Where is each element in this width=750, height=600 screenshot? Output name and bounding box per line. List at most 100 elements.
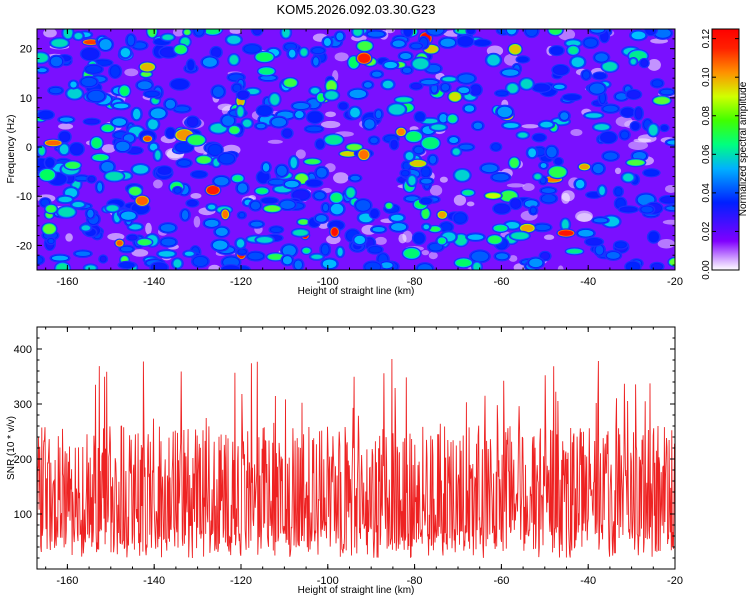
heatmap-cell	[349, 89, 367, 99]
heatmap-cell	[497, 106, 512, 118]
heatmap-cell	[494, 225, 507, 232]
heatmap-cell	[593, 218, 608, 223]
heatmap-cell	[473, 122, 483, 130]
heatmap-cell	[72, 202, 85, 208]
heatmap-cell	[546, 146, 557, 158]
heatmap-cell	[256, 52, 273, 62]
heatmap-cell	[562, 219, 569, 230]
x-tick-label: -40	[580, 276, 596, 288]
heatmap-cell	[236, 239, 245, 248]
snr-panel: -160 -140 -120 -100 -80 -60 -40 -20 100 200 300 400…	[6, 326, 683, 596]
heatmap-cell	[422, 208, 429, 219]
heatmap-cell	[587, 192, 601, 197]
heatmap-cell	[631, 31, 646, 40]
heatmap-cell	[449, 137, 459, 144]
snr-ticks: -160 -140 -120 -100 -80 -60 -40 -20 100 200 300 400	[14, 326, 683, 587]
heatmap-cell	[384, 61, 397, 69]
heatmap-cell	[325, 91, 338, 100]
heatmap-cell	[293, 190, 309, 200]
heatmap-cell	[655, 29, 671, 38]
heatmap-cell	[594, 124, 610, 131]
x-tick-label: -60	[493, 276, 509, 288]
heatmap-cell	[37, 53, 48, 63]
heatmap-cell	[524, 200, 538, 208]
heatmap-cell	[63, 29, 73, 39]
heatmap-cell	[317, 93, 325, 102]
heatmap-cell	[116, 141, 130, 152]
heatmap-cell	[521, 224, 534, 232]
heatmap-cell	[160, 47, 177, 57]
heatmap-cell	[506, 183, 525, 188]
heatmap-cell	[507, 83, 518, 93]
heatmap-cell	[50, 56, 63, 67]
heatmap-cell	[322, 203, 329, 212]
heatmap-cell	[540, 163, 547, 168]
heatmap-cell	[439, 114, 448, 123]
heatmap-cell	[256, 236, 273, 243]
heatmap-cell	[558, 230, 574, 236]
heatmap-cell	[101, 144, 116, 153]
heatmap-cell	[158, 167, 171, 175]
colorbar-tick-label: 0.10	[701, 67, 712, 87]
heatmap-cell	[293, 229, 308, 236]
heatmap-cell	[315, 215, 327, 222]
heatmap-cell	[260, 75, 276, 81]
heatmap-cell	[86, 65, 102, 73]
heatmap-cell	[458, 74, 475, 83]
heatmap-cell	[557, 265, 564, 270]
heatmap-cell	[288, 49, 296, 58]
heatmap-cell	[129, 224, 142, 230]
heatmap-cell	[306, 126, 322, 132]
heatmap-cell	[423, 224, 430, 230]
heatmap-cell	[192, 171, 206, 177]
colorbar-tick-label: 0.12	[701, 28, 712, 48]
heatmap-cell	[259, 68, 274, 75]
heatmap-cell	[48, 238, 54, 244]
heatmap-cell	[657, 239, 675, 249]
heatmap-cell	[276, 165, 287, 176]
heatmap-cell	[508, 255, 518, 262]
heatmap-cell	[391, 223, 407, 231]
heatmap-cell	[415, 112, 424, 121]
heatmap-cell	[113, 103, 129, 109]
heatmap-cell	[459, 144, 473, 150]
heatmap-cell	[56, 263, 69, 270]
heatmap-cell	[518, 132, 528, 138]
heatmap-cell	[322, 259, 337, 269]
y-tick-label: 0	[26, 142, 32, 154]
heatmap-cell	[442, 77, 456, 82]
heatmap-cell	[58, 123, 74, 130]
heatmap-cell	[503, 53, 520, 66]
y-tick-label: 300	[14, 399, 32, 411]
heatmap-cell	[374, 236, 387, 245]
heatmap-cell	[458, 87, 470, 94]
y-tick-label: 20	[20, 44, 32, 56]
heatmap-cell	[404, 248, 420, 259]
heatmap-cell	[312, 47, 324, 54]
heatmap-cell	[165, 99, 176, 109]
x-tick-label: -160	[56, 575, 78, 587]
colorbar-gradient	[711, 28, 740, 271]
heatmap-cell	[88, 90, 105, 102]
heatmap-cell	[238, 249, 247, 254]
y-tick-label: 200	[14, 454, 32, 466]
heatmap-cell	[615, 187, 622, 196]
x-tick-label: -20	[667, 575, 683, 587]
heatmap-cell	[336, 32, 344, 41]
heatmap-cell	[502, 69, 519, 76]
heatmap-cell	[150, 108, 166, 119]
heatmap-cell	[414, 146, 424, 154]
heatmap-cell	[219, 153, 235, 164]
heatmap-cell	[140, 63, 154, 71]
heatmap-cell	[541, 188, 556, 193]
heatmap-cell	[641, 206, 653, 213]
heatmap-cell	[229, 55, 239, 65]
heatmap-cell	[143, 136, 152, 142]
heatmap-cell	[421, 167, 430, 177]
heatmap-cell	[67, 88, 82, 99]
heatmap-cell	[49, 87, 62, 94]
heatmap-cell	[70, 81, 77, 88]
heatmap-cell	[553, 65, 568, 75]
heatmap-cell	[334, 52, 349, 62]
heatmap-cell	[511, 232, 529, 240]
